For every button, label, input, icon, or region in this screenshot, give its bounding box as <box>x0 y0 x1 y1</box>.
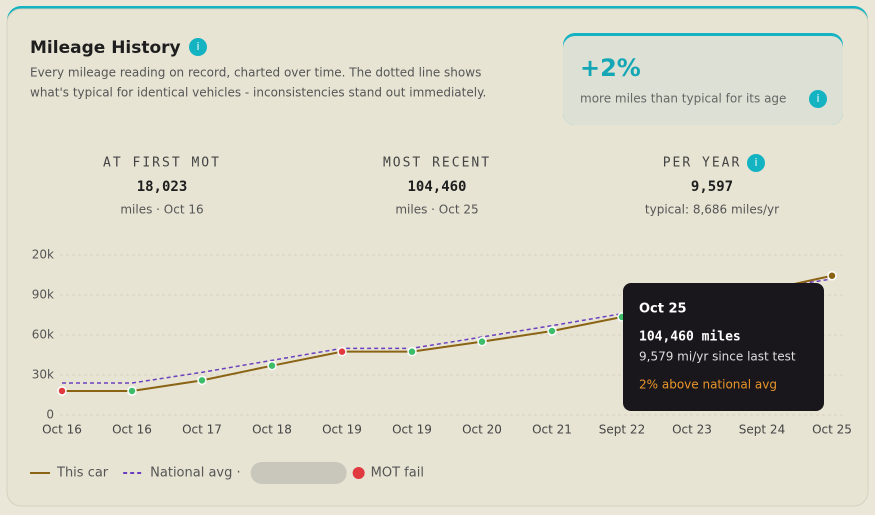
data-point <box>337 346 347 357</box>
title: Mileage History <box>30 38 181 58</box>
y-tick-label: 30k <box>32 368 54 382</box>
x-tick-label: Oct 18 <box>252 423 292 437</box>
highlight-box <box>563 36 843 125</box>
stat-value: 104,460 <box>407 179 466 195</box>
data-point <box>477 336 487 347</box>
y-tick-label: 0 <box>46 408 54 422</box>
x-tick-label: Oct 17 <box>182 423 222 437</box>
stat-value: 9,597 <box>691 179 733 195</box>
legend-label: MOT fail <box>371 466 424 481</box>
description: Every mileage reading on record, charted… <box>30 66 481 80</box>
info-icon[interactable] <box>747 154 765 172</box>
data-point <box>197 375 207 386</box>
stat-sub: miles · Oct 25 <box>395 203 478 217</box>
stat-sub: typical: 8,686 miles/yr <box>645 203 779 217</box>
series-line <box>62 278 833 384</box>
description: what's typical for identical vehicles - … <box>30 86 486 100</box>
x-tick-label: Sept 22 <box>599 423 645 437</box>
x-tick-label: Oct 19 <box>322 423 362 437</box>
info-icon-glyph: i <box>754 156 757 169</box>
stat-label: PER YEAR <box>663 156 742 171</box>
chart: 0 30k 60k 90k 20k Oct 16 Oct 16 Oct 17 Oct 18 Oct… <box>30 248 852 484</box>
data-point <box>127 386 137 396</box>
stat-value: 18,023 <box>137 179 188 195</box>
y-tick-label: 60k <box>32 328 54 342</box>
stats: AT FIRST MOT 18,023 miles · Oct 16 MOST REC… <box>103 156 779 217</box>
data-point <box>57 386 67 396</box>
highlight-value: +2% <box>580 54 641 82</box>
info-icon-glyph: i <box>816 92 819 105</box>
legend-label: This car <box>56 466 109 481</box>
x-tick-label: Oct 16 <box>112 423 152 437</box>
data-point <box>547 326 557 336</box>
x-tick-label: Oct 20 <box>462 423 502 437</box>
data-point <box>267 360 277 371</box>
tooltip-miles: 104,460 miles <box>639 330 741 345</box>
x-tick-label: Oct 19 <box>392 423 432 437</box>
x-tick-label: Oct 25 <box>812 423 852 437</box>
stat-label: AT FIRST MOT <box>103 156 221 171</box>
legend-swatch <box>352 467 365 479</box>
data-point <box>407 346 417 357</box>
stat-label: MOST RECENT <box>383 156 491 171</box>
y-tick-label: 20k <box>32 248 54 262</box>
highlight-text: more miles than typical for its age <box>580 92 786 106</box>
tooltip-box <box>623 283 824 411</box>
tooltip-date: Oct 25 <box>639 302 687 317</box>
tooltip-note: 2% above national avg <box>639 378 777 392</box>
data-point <box>827 270 837 281</box>
x-tick-label: Oct 21 <box>532 423 572 437</box>
info-icon-glyph: i <box>196 40 199 53</box>
tooltip-rate: 9,579 mi/yr since last test <box>639 350 796 364</box>
tooltip: Oct 25 104,460 miles 9,579 mi/yr since las… <box>623 283 824 411</box>
stat-sub: miles · Oct 16 <box>120 203 203 217</box>
info-icon[interactable] <box>189 38 207 56</box>
info-icon[interactable] <box>809 90 827 108</box>
legend-label: National avg · <box>150 466 240 481</box>
y-tick-label: 90k <box>32 288 54 302</box>
legend-redacted <box>250 462 347 484</box>
x-tick-label: Oct 23 <box>672 423 712 437</box>
x-tick-label: Oct 16 <box>42 423 82 437</box>
x-tick-label: Sept 24 <box>739 423 785 437</box>
